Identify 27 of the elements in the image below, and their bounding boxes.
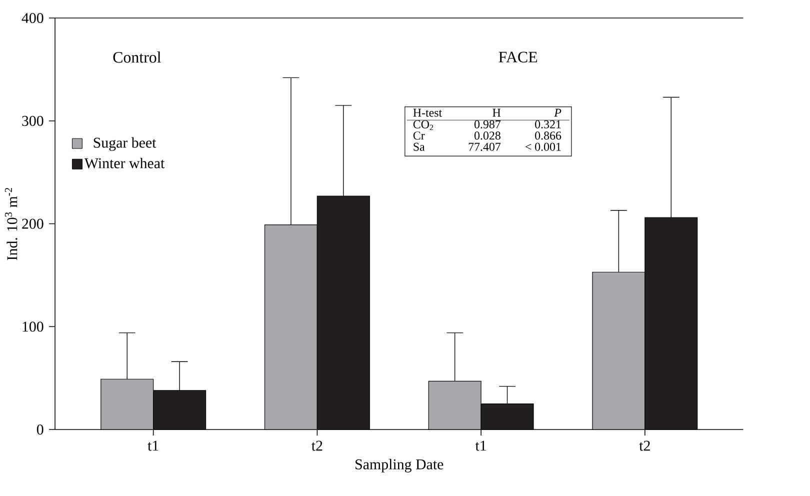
annotation: Sa — [414, 142, 425, 151]
annotation: < 0.001 — [525, 142, 561, 151]
annotation: CO$_{2}$ — [413, 120, 434, 130]
y-tick-label: 200 — [22, 218, 44, 229]
y-tick-label: 300 — [22, 116, 44, 126]
x-tick-label: t2 — [639, 440, 650, 451]
annotation: 0.987 — [474, 120, 501, 128]
legend-label: Sugar beet — [94, 137, 156, 151]
x-tick-label: t2 — [312, 440, 322, 451]
y-tick-label: 400 — [22, 12, 44, 23]
y-tick-label: 100 — [22, 321, 44, 332]
annotation: H-test — [413, 108, 442, 117]
annotation: 77.407 — [468, 142, 501, 151]
annotation: H — [492, 108, 501, 116]
annotation: Cr — [413, 131, 425, 140]
y-axis-title: Ind. 10$^{3}$ m$^{-2}$ — [4, 188, 18, 260]
legend-label: Winter wheat — [84, 158, 165, 168]
annotation: P — [554, 108, 562, 116]
x-tick-label: t1 — [148, 440, 158, 450]
annotation: FACE — [498, 52, 538, 62]
annotation: 0.866 — [535, 131, 562, 140]
annotation: Control — [113, 51, 161, 63]
x-axis-title: Sampling Date — [356, 458, 444, 472]
annotation: 0.321 — [535, 120, 561, 128]
x-tick-label: t1 — [475, 440, 486, 450]
annotation: 0.028 — [474, 131, 500, 140]
y-tick-label: 0 — [36, 424, 44, 434]
